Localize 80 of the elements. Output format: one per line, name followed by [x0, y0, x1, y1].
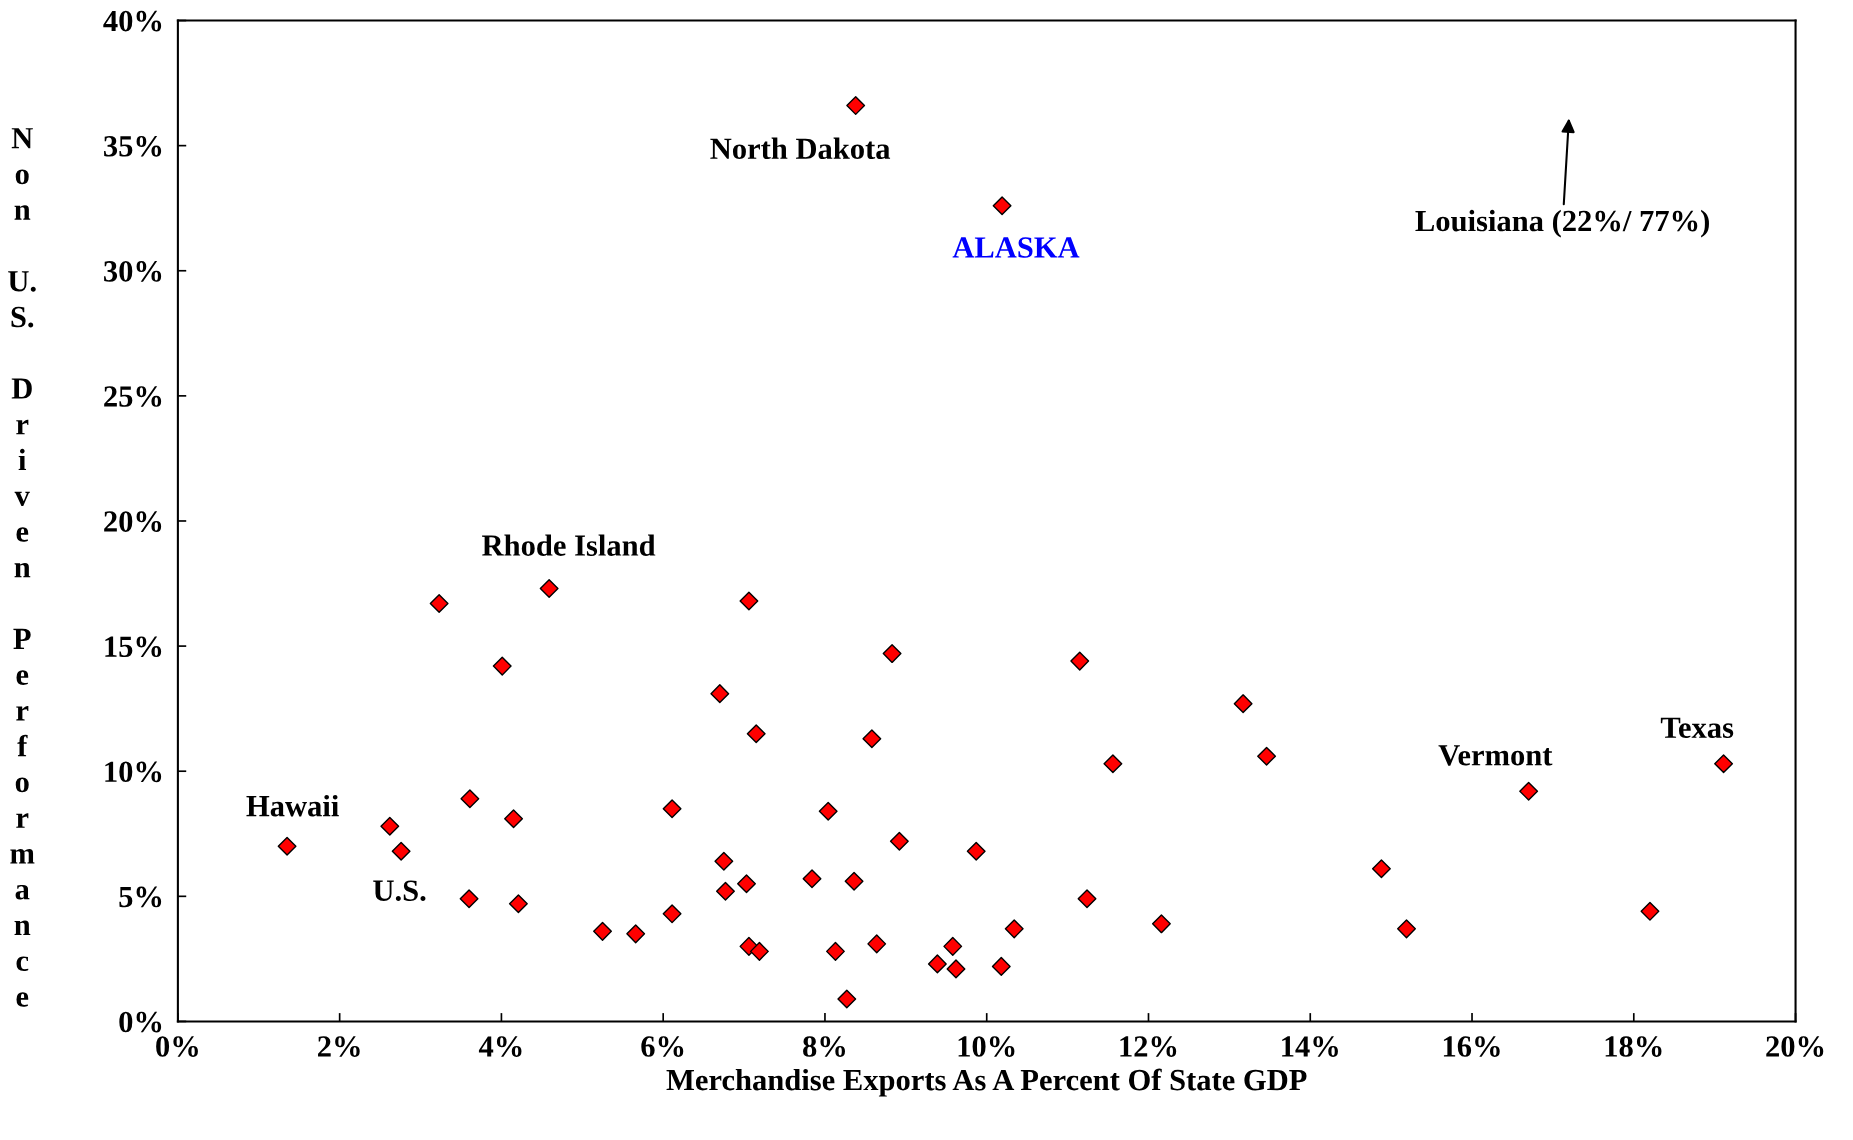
point — [739, 591, 759, 611]
point — [459, 889, 479, 909]
point — [1103, 754, 1123, 774]
point — [391, 841, 411, 861]
point — [508, 894, 528, 914]
y-tick-label: 10% — [105, 761, 162, 783]
point — [943, 936, 963, 956]
x-tick-label: 14% — [1282, 1036, 1338, 1057]
y-tick-label: 40% — [103, 10, 162, 32]
point — [1371, 859, 1391, 879]
x-tick-label: 8% — [803, 1036, 846, 1057]
point — [1233, 694, 1253, 714]
x-tick-label: 4% — [478, 1036, 522, 1057]
point — [837, 989, 857, 1009]
point — [277, 836, 297, 856]
point — [946, 959, 966, 979]
point — [991, 956, 1011, 976]
y-tick-label: 20% — [104, 511, 162, 532]
x-tick-label: 2% — [318, 1036, 360, 1057]
annotation: Louisiana (22%/ 77%) — [1415, 209, 1709, 238]
annotation: Hawaii — [246, 794, 339, 817]
point — [710, 684, 730, 704]
x-tick-label: 16% — [1443, 1036, 1500, 1057]
y-tick-label: 5% — [119, 886, 162, 908]
point — [846, 96, 866, 116]
point — [862, 729, 882, 749]
point — [844, 871, 864, 891]
point — [662, 904, 682, 924]
y-tick-label: 30% — [104, 261, 162, 282]
point — [746, 724, 766, 744]
point — [1257, 746, 1277, 766]
annotation: Rhode Island — [482, 534, 656, 556]
x-tick-label: 10% — [958, 1036, 1015, 1057]
point — [1070, 651, 1090, 671]
annotation: ALASKA — [952, 237, 1080, 258]
point — [818, 801, 838, 821]
point — [737, 874, 756, 894]
point — [825, 941, 845, 961]
point — [1519, 781, 1539, 801]
y-tick-label: 25% — [104, 386, 162, 407]
point — [749, 941, 769, 961]
point — [492, 656, 512, 676]
point — [715, 881, 735, 901]
point — [380, 816, 400, 836]
y-tick-label: 0% — [119, 1011, 162, 1033]
point — [504, 809, 524, 829]
point — [867, 934, 887, 954]
point — [927, 954, 947, 974]
point — [460, 789, 480, 809]
point — [662, 799, 682, 819]
point — [992, 196, 1012, 216]
y-tick-label: 15% — [105, 636, 162, 658]
annotation: North Dakota — [710, 137, 891, 160]
point — [889, 831, 909, 851]
point — [1397, 919, 1416, 939]
point — [739, 936, 759, 956]
text: Non U.S. Driven Performance — [8, 128, 36, 1007]
point — [714, 851, 734, 871]
x-tick-label: 18% — [1605, 1036, 1662, 1057]
annotation: U.S. — [373, 880, 426, 902]
point — [1640, 901, 1660, 921]
point — [802, 869, 822, 889]
x-tick-label: 0% — [156, 1036, 198, 1057]
point — [1714, 754, 1734, 774]
point — [1004, 919, 1024, 939]
point — [1077, 889, 1097, 909]
point — [626, 924, 646, 944]
point — [593, 921, 613, 941]
annotation: Texas — [1660, 717, 1734, 739]
point — [882, 644, 902, 664]
x-tick-label: 20% — [1766, 1036, 1824, 1057]
y-tick-label: 35% — [104, 135, 162, 157]
x-axis-title: Merchandise Exports As A Percent Of State GDP — [666, 1068, 1307, 1097]
point — [1151, 914, 1171, 934]
point — [429, 594, 449, 614]
x-tick-label: 12% — [1120, 1036, 1177, 1057]
x-tick-label: 6% — [641, 1036, 684, 1057]
annotation: Vermont — [1438, 745, 1553, 766]
point — [539, 579, 559, 599]
point — [966, 841, 986, 861]
